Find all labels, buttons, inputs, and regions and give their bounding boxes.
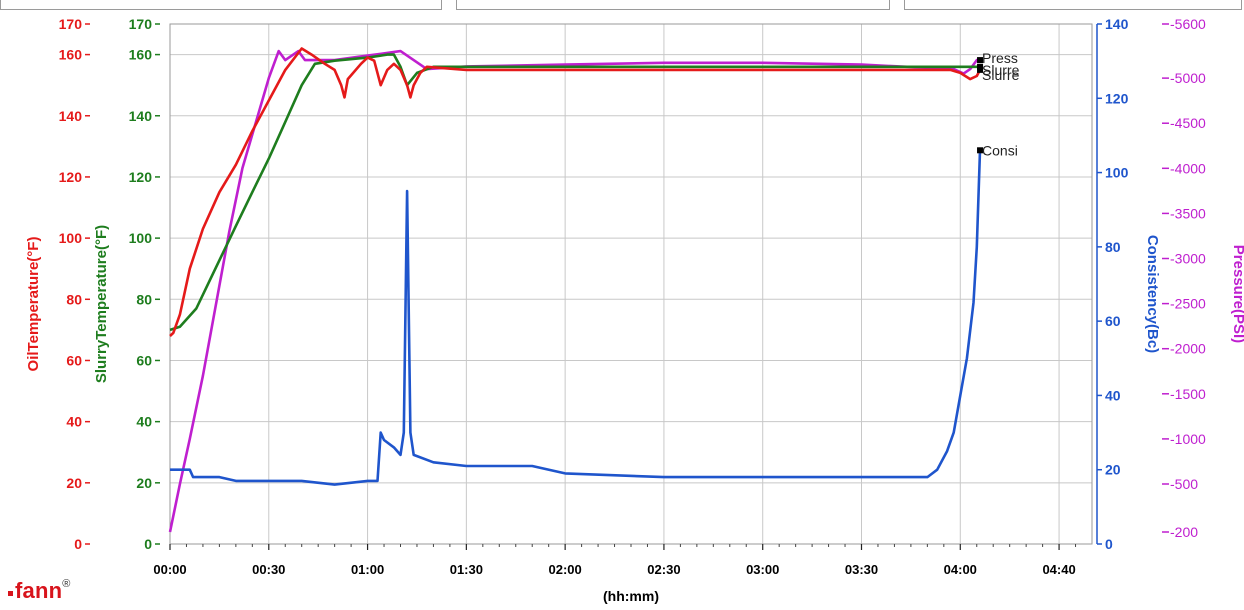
oil-axis-tick-label: 140 [59,108,83,124]
x-tick-label: 04:00 [944,562,977,577]
consistency-axis-tick-label: 140 [1105,16,1129,32]
consistency-axis-tick-label: 60 [1105,313,1121,329]
slurry-end-marker [977,63,984,70]
fann-logo: fann® [8,578,71,604]
oil-axis-tick-label: 120 [59,169,83,185]
oil-axis-tick-label: 100 [59,230,83,246]
pressure-axis-tick-label: -4000 [1170,160,1206,176]
x-tick-label: 03:00 [746,562,779,577]
oil-end-marker [977,66,984,73]
slurry-axis-tick-label: 170 [129,16,153,32]
consistency-axis-tick-label: 20 [1105,462,1121,478]
slurry-axis-tick-label: 0 [144,536,152,552]
x-tick-label: 01:00 [351,562,384,577]
slurry-axis-tick-label: 60 [136,352,152,368]
chart-grid [170,24,1092,544]
pressure-axis-tick-label: -5000 [1170,70,1206,86]
slurry-axis-tick-label: 80 [136,291,152,307]
x-tick-label: 02:30 [647,562,680,577]
slurry-axis-tick-label: 140 [129,108,153,124]
consistency-end-marker [977,147,984,154]
oil-axis-tick-label: 160 [59,47,83,63]
chart-series [168,47,982,533]
consistency-end-label: Consi [982,142,1018,158]
pressure-axis-tick-label: -3000 [1170,251,1206,267]
oil-axis-tick-label: 0 [74,536,82,552]
slurry-axis-tick-label: 120 [129,169,153,185]
pressure-axis-tick-label: -4500 [1170,115,1206,131]
toolbar-field-1[interactable] [0,0,442,10]
pressure-end-label: Press [982,50,1018,66]
oil-axis-tick-label: 40 [66,414,82,430]
slurry-axis-tick-label: 20 [136,475,152,491]
pressure-axis-tick-label: -1000 [1170,431,1206,447]
oil-axis-tick-label: 170 [59,16,83,32]
x-tick-label: 00:30 [252,562,285,577]
oil-axis-tick-label: 80 [66,291,82,307]
slurry-axis-tick-label: 40 [136,414,152,430]
registered-mark: ® [62,577,71,590]
logo-mark [8,590,13,596]
oil-end-label: Slurre [982,62,1020,78]
slurry-end-label: Slurre [982,67,1020,83]
slurry-axis-tick-label: 100 [129,230,153,246]
x-tick-label: 01:30 [450,562,483,577]
consistency-axis-tick-label: 0 [1105,536,1113,552]
pressure-axis-tick-label: -2000 [1170,341,1206,357]
x-axis-label: (hh:mm) [603,588,659,604]
consistency-axis-tick-label: 120 [1105,90,1129,106]
consistency-axis-tick-label: 40 [1105,387,1121,403]
pressure-end-marker [977,57,984,64]
pressure-axis-title: Pressure(PSI) [1230,245,1244,343]
slurry-series-line [169,53,980,332]
consistency-axis-tick-label: 80 [1105,239,1121,255]
top-toolbar-strip [0,0,1244,14]
oil-axis-tick-label: 20 [66,475,82,491]
oil-axis-tick-label: 60 [66,352,82,368]
pressure-axis-tick-label: -5600 [1170,16,1206,32]
consistency-series-line [170,150,982,486]
chart-axes: 00:00 00:30 01:00 01:30 02:00 02:30 03:00 03:30… [25,16,1244,577]
pressure-series-line [168,49,980,533]
consistency-axis-title: Consistency(Bc) [1144,235,1161,353]
oil-axis-title: OilTemperature(°F) [25,237,42,372]
x-tick-label: 04:40 [1042,562,1075,577]
pressure-axis-tick-label: -200 [1170,524,1198,540]
plot-frame [169,23,1093,545]
consistency-axis-tick-label: 100 [1105,165,1129,181]
x-tick-label: 03:30 [845,562,878,577]
slurry-axis-title: SlurryTemperature(°F) [93,225,110,383]
toolbar-field-3[interactable] [904,0,1242,10]
slurry-axis-tick-label: 160 [129,47,153,63]
pressure-axis-tick-label: -500 [1170,476,1198,492]
pressure-axis-tick-label: -2500 [1170,296,1206,312]
toolbar-field-2[interactable] [456,0,890,10]
pressure-axis-tick-label: -3500 [1170,205,1206,221]
logo-text: fann [15,578,63,603]
pressure-axis-tick-label: -1500 [1170,386,1206,402]
x-tick-label: 02:00 [549,562,582,577]
oil-series-line [169,47,982,337]
x-tick-label: 00:00 [153,562,186,577]
